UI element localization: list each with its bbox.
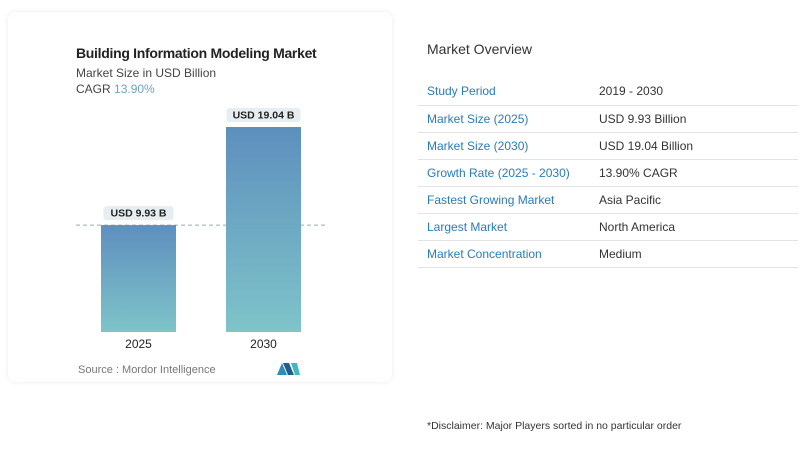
overview-row: Fastest Growing Market Asia Pacific (418, 186, 798, 214)
overview-row: Market Size (2030) USD 19.04 Billion (418, 132, 798, 160)
source: Source : Mordor Intelligence (78, 364, 216, 376)
bar-chart: USD 9.93 B 2025 USD 19.04 B 2030 (76, 108, 328, 351)
cagr-value: 13.90% (114, 82, 155, 96)
overview-row: Market Concentration Medium (418, 240, 798, 268)
chart-title: Building Information Modeling Market (76, 45, 317, 61)
row-value: USD 9.93 Billion (590, 105, 798, 133)
x-tick-label: 2025 (125, 337, 152, 351)
data-label: USD 9.93 B (110, 208, 166, 220)
bar-2030 (226, 127, 301, 332)
overview-table: Study Period 2019 - 2030 Market Size (2025… (418, 78, 798, 268)
chart-subtitle: Market Size in USD Billion (76, 66, 217, 80)
row-value: Asia Pacific (590, 186, 798, 214)
data-label-bg (226, 108, 301, 122)
source-label: Source : (78, 364, 119, 376)
data-label-bg (103, 206, 174, 221)
row-label: Fastest Growing Market (418, 186, 590, 214)
mordor-logo-icon (277, 363, 300, 375)
overview-row: Growth Rate (2025 - 2030) 13.90% CAGR (418, 159, 798, 187)
disclaimer: *Disclaimer: Major Players sorted in no … (427, 420, 682, 432)
cagr: CAGR 13.90% (76, 82, 155, 96)
overview-row: Study Period 2019 - 2030 (418, 78, 798, 106)
source-value: Mordor Intelligence (122, 364, 216, 376)
row-label: Market Concentration (418, 240, 590, 268)
data-label: USD 19.04 B (233, 110, 295, 122)
row-value: North America (590, 213, 798, 241)
x-tick-label: 2030 (250, 337, 277, 351)
chart-card (8, 12, 392, 382)
cagr-label: CAGR (76, 82, 111, 96)
row-label: Study Period (418, 78, 590, 106)
row-value: USD 19.04 Billion (590, 132, 798, 160)
row-value: 13.90% CAGR (590, 159, 798, 187)
bar-2025 (101, 225, 176, 332)
row-label: Market Size (2030) (418, 132, 590, 160)
row-label: Largest Market (418, 213, 590, 241)
overview-row: Largest Market North America (418, 213, 798, 241)
overview-title: Market Overview (427, 41, 533, 57)
overview-row: Market Size (2025) USD 9.93 Billion (418, 105, 798, 133)
row-value: Medium (590, 240, 798, 268)
row-value: 2019 - 2030 (590, 78, 798, 106)
row-label: Market Size (2025) (418, 105, 590, 133)
row-label: Growth Rate (2025 - 2030) (418, 159, 590, 187)
